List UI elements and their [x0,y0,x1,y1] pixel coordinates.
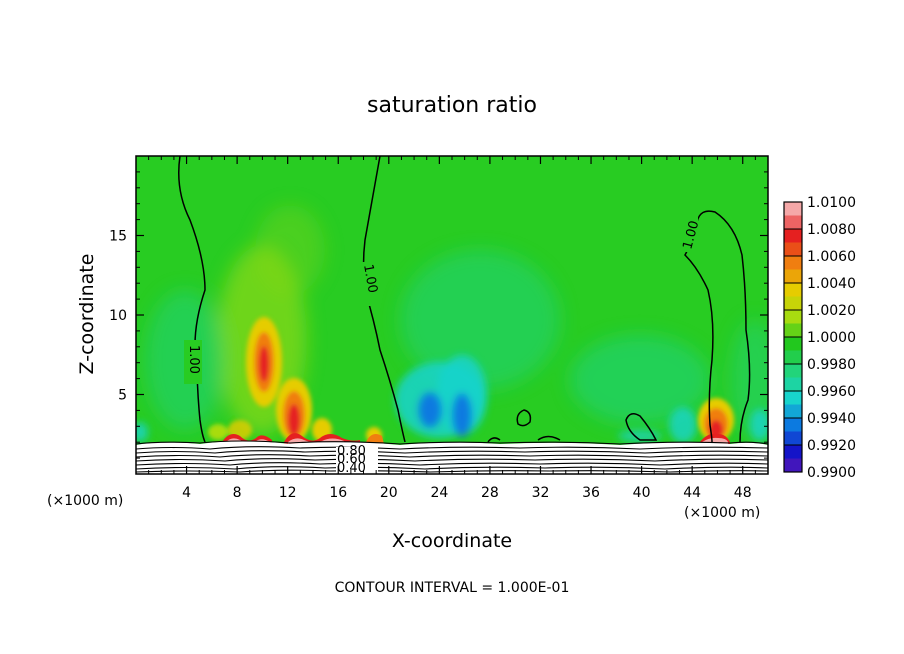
colorbar-label: 1.0100 [807,195,856,211]
contour-small-3 [487,437,501,443]
contour-label-100-mid: 1.00 [360,263,380,294]
plot-field: 0.80 0.60 0.40 1.00 1.00 1.00 [136,156,768,476]
colorbar-swatch-blend [784,296,802,310]
contour-label-060: 0.60 [337,452,366,467]
x-tick-label: 4 [182,485,191,501]
x-tick-label: 48 [734,485,752,501]
colorbar-swatch-blend [784,377,802,391]
terrain-contour-8 [136,469,768,473]
colorbar-swatch-blend [784,269,802,283]
x-tick-label: 44 [683,485,701,501]
chart-title: saturation ratio [367,93,537,118]
contour-label-080: 0.80 [337,444,366,459]
contour-label-100-left: 1.00 [186,345,201,374]
terrain-contour-6 [136,462,768,466]
colorbar-label: 0.9920 [807,438,856,454]
x-axis: 4 8 12 16 20 24 28 32 36 40 44 48 [148,156,756,501]
colorbar-swatch-blend [784,404,802,418]
y-tick-label: 5 [118,388,127,404]
contour-100-left [178,156,206,443]
colorbar-label: 0.9940 [807,411,856,427]
x-axis-label: X-coordinate [392,530,512,552]
x-tick-label: 28 [481,485,499,501]
colorbar-swatch-blend [784,350,802,364]
terrain-band: 0.80 0.60 0.40 [136,440,768,476]
colorbar-label: 1.0080 [807,222,856,238]
x-tick-label: 32 [532,485,550,501]
x-tick-label: 36 [582,485,600,501]
region-blue-25 [452,393,472,437]
terrain-contour-1 [136,440,768,445]
contour-small-4 [537,435,561,441]
region-cyan-0 [136,422,148,442]
region-cyan-38 [618,430,662,442]
colorbar-label: 0.9900 [807,465,856,481]
colorbar-swatch-blend [784,323,802,337]
plume-yellow-7 [208,424,228,440]
x-tick-label: 40 [633,485,651,501]
y-tick-label: 10 [109,308,127,324]
surface-fringe-3 [366,434,384,444]
colorbar-swatch-blend [784,242,802,256]
y-axis: 5 10 15 [109,171,768,459]
terrain-contour-2 [136,446,768,450]
contour-small-1 [516,409,532,427]
colorbar-swatch-blend [784,458,802,472]
x-tick-label: 20 [380,485,398,501]
x-unit-left: (×1000 m) [47,493,123,509]
colorbar-swatch-blend [784,431,802,445]
plume-red-12 [288,404,300,436]
terrain-contour-3 [136,450,768,454]
colorbar-label: 1.0060 [807,249,856,265]
contour-label-040: 0.40 [337,461,366,476]
colorbar-label: 0.9960 [807,384,856,400]
terrain-contour-5 [136,458,768,462]
x-tick-label: 8 [233,485,242,501]
plume-cyan-right [570,335,710,425]
colorbar-label: 1.0000 [807,330,856,346]
plume-yellowgreen-2 [255,205,325,295]
plume-cyan-mid [400,250,560,390]
colorbar: 1.0100 1.0080 1.0060 1.0040 1.0020 1.0000 0.99… [783,195,856,481]
x-tick-label: 24 [430,485,448,501]
y-axis-label: Z-coordinate [76,254,98,375]
contour-label-100-right: 1.00 [680,219,702,251]
contour-interval-note: CONTOUR INTERVAL = 1.000E-01 [335,580,570,596]
plume-red-10 [259,346,269,382]
contour-100-mid [362,156,406,443]
region-cyan-49 [750,409,768,441]
colorbar-label: 1.0040 [807,276,856,292]
x-tick-label: 12 [279,485,297,501]
terrain-contour-4 [136,454,768,458]
colorbar-swatch-blend [784,215,802,229]
contour-small-2 [625,413,658,441]
region-blue-23 [418,392,442,428]
terrain-contour-7 [136,466,768,470]
x-tick-label: 16 [329,485,347,501]
x-unit-right: (×1000 m) [684,505,760,521]
region-cyan-42 [669,407,697,443]
colorbar-label: 1.0020 [807,303,856,319]
y-tick-label: 15 [109,229,127,245]
colorbar-label: 0.9980 [807,357,856,373]
